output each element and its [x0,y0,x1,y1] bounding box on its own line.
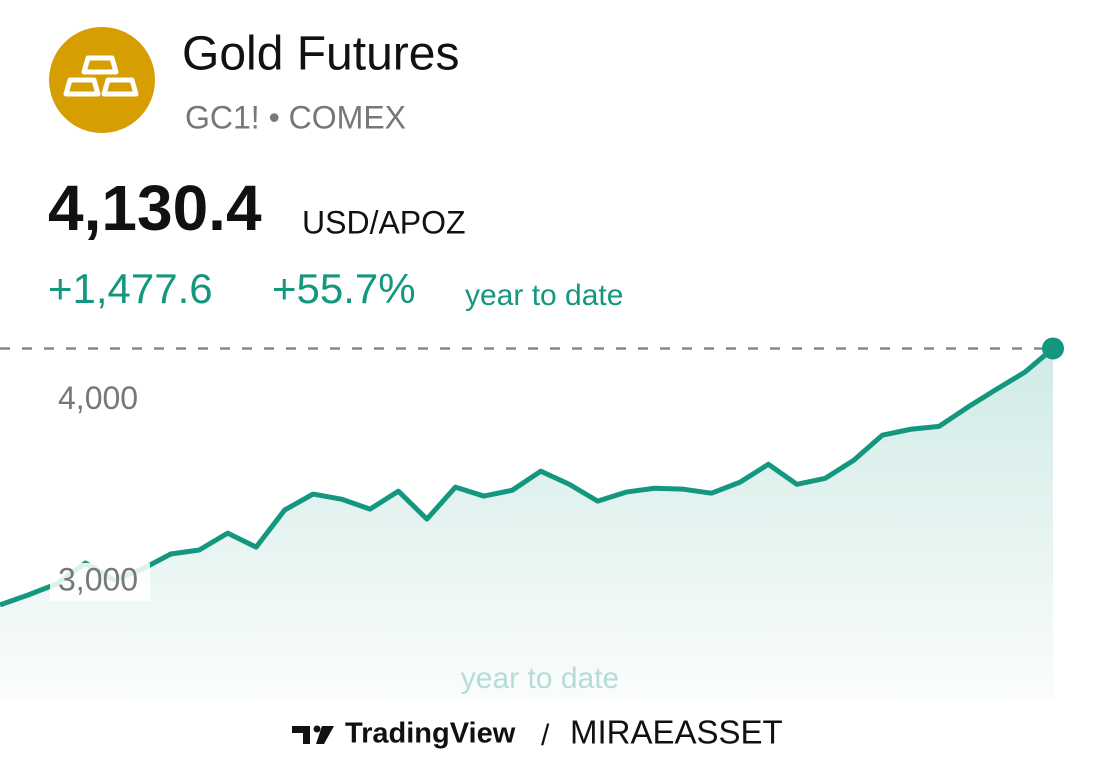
period: year to date [465,279,623,312]
last-point [1042,337,1064,360]
price: 4,130.4 [48,172,262,244]
unit: USD/APOZ [302,204,466,240]
y-tick-label: 4,000 [58,380,138,416]
title: Gold Futures [182,28,459,81]
logo [49,27,155,133]
y-tick-label: 3,000 [58,561,138,597]
change-pct: +55.7% [272,265,416,312]
brand: TradingView [345,718,516,750]
area [0,348,1053,700]
y-tick-label-bg [50,562,150,601]
symbol: GC1! • COMEX [185,99,406,135]
partner: MIRAEASSET [570,714,783,751]
line [0,346,1055,608]
y-tick-label-bg [50,381,150,420]
x-axis-label: year to date [461,662,619,695]
plot: 3,000 4,000 [0,337,1064,700]
separator: / [541,719,550,752]
tv-logo [292,725,334,744]
change: +1,477.6 [48,265,213,312]
